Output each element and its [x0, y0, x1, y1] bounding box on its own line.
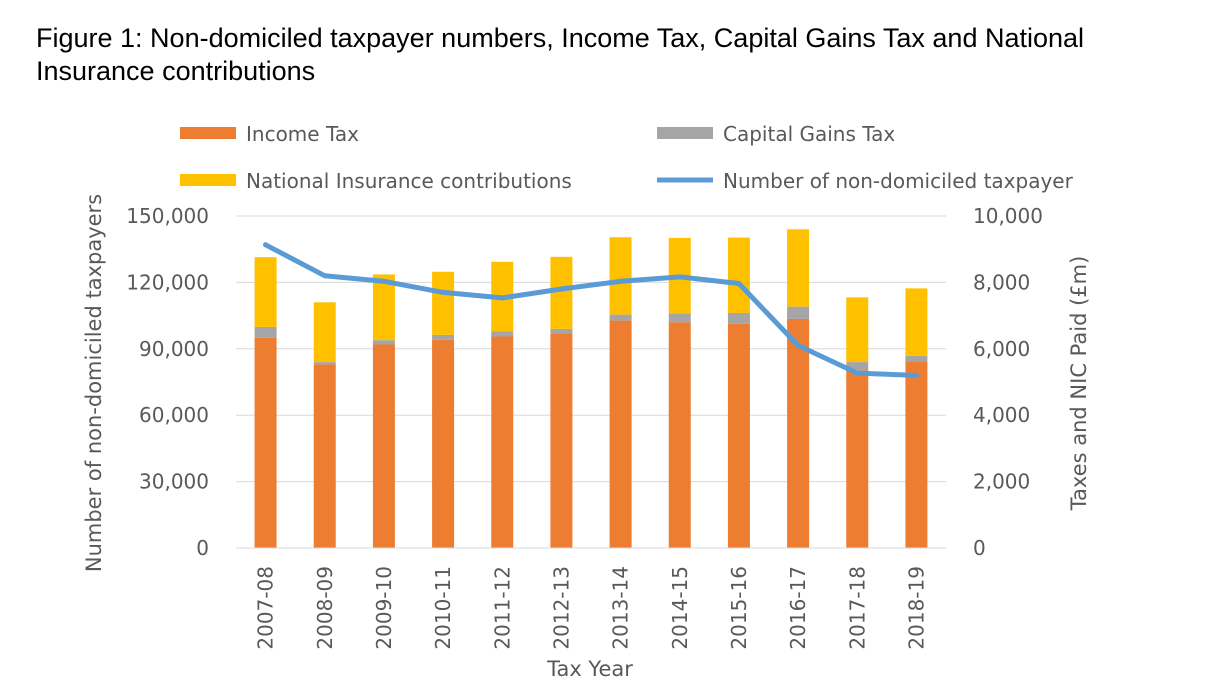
x-tick-label: 2007-08: [254, 566, 278, 650]
y-tick-left: 120,000: [126, 270, 209, 294]
bar-income-tax: [905, 361, 928, 548]
bar-capital-gains-tax: [254, 326, 277, 338]
bar-income-tax: [432, 339, 455, 548]
legend-swatch-nic: [180, 174, 236, 186]
x-axis-title: Tax Year: [546, 657, 633, 681]
line-point: [440, 289, 446, 295]
line-point: [913, 372, 919, 378]
x-tick-label: 2008-09: [313, 566, 337, 650]
y-tick-right: 4,000: [973, 403, 1030, 427]
y-tick-left: 90,000: [139, 337, 209, 361]
line-point: [795, 342, 801, 348]
line-point: [618, 278, 624, 284]
y-tick-right: 2,000: [973, 470, 1030, 494]
x-tick-label: 2016-17: [786, 566, 810, 650]
legend-label-nic: National Insurance contributions: [246, 169, 572, 193]
bar-income-tax: [787, 318, 810, 548]
line-point: [854, 370, 860, 376]
bar-capital-gains-tax: [787, 306, 810, 319]
x-tick-label: 2018-19: [904, 566, 928, 650]
bar-nic: [254, 257, 277, 327]
bar-capital-gains-tax: [550, 328, 573, 334]
legend-label-taxpayers: Number of non-domiciled taxpayer: [723, 169, 1074, 193]
y-tick-left: 60,000: [139, 403, 209, 427]
gridlines: [236, 215, 946, 549]
bar-nic: [846, 297, 869, 363]
bar-income-tax: [727, 323, 750, 548]
x-tick-label: 2015-16: [727, 566, 751, 650]
y-tick-right: 6,000: [973, 337, 1030, 361]
bar-capital-gains-tax: [846, 362, 869, 371]
bar-income-tax: [550, 333, 573, 548]
x-tick-label: 2013-14: [609, 566, 633, 650]
line-point: [677, 274, 683, 280]
bar-capital-gains-tax: [668, 313, 691, 323]
bar-nic: [313, 302, 336, 363]
legend-swatch-income-tax: [180, 127, 236, 139]
x-tick-label: 2010-11: [431, 566, 455, 650]
x-axis: 2007-08 2008-09 2009-10 2010-11 2011-12 2012-…: [236, 547, 946, 650]
y-tick-right: 8,000: [973, 270, 1030, 294]
x-tick-label: 2011-12: [490, 566, 514, 650]
bar-nic: [372, 274, 395, 341]
y-tick-right: 10,000: [973, 204, 1043, 228]
line-point: [558, 286, 564, 292]
bar-nic: [609, 237, 632, 315]
x-tick-label: 2012-13: [549, 566, 573, 650]
line-point: [381, 278, 387, 284]
bar-nic: [787, 229, 810, 307]
line-taxpayers: [263, 242, 919, 378]
line-point: [322, 273, 328, 279]
bar-nic: [432, 271, 455, 335]
bar-nic: [550, 256, 573, 329]
bars: [254, 229, 928, 548]
legend: Income Tax Capital Gains Tax National In…: [180, 122, 1074, 193]
bar-income-tax: [668, 322, 691, 548]
bar-capital-gains-tax: [313, 362, 336, 365]
x-tick-label: 2017-18: [845, 566, 869, 650]
bar-income-tax: [491, 336, 514, 548]
x-tick-label: 2014-15: [668, 566, 692, 650]
bar-income-tax: [254, 337, 277, 548]
bar-income-tax: [609, 320, 632, 548]
figure-title: Figure 1: Non-domiciled taxpayer numbers…: [36, 23, 1085, 86]
line-point: [736, 281, 742, 287]
x-tick-label: 2009-10: [372, 566, 396, 650]
line-point: [499, 295, 505, 301]
bar-capital-gains-tax: [432, 334, 455, 340]
y-axis-right-title: Taxes and NIC Paid (£m): [1067, 256, 1091, 512]
bar-capital-gains-tax: [491, 331, 514, 337]
legend-label-capital-gains-tax: Capital Gains Tax: [723, 122, 895, 146]
y-axis-right: 0 2,000 4,000 6,000 8,000 10,000: [973, 204, 1043, 560]
legend-swatch-capital-gains-tax: [657, 127, 713, 139]
y-tick-left: 0: [196, 536, 209, 560]
y-tick-left: 30,000: [139, 470, 209, 494]
bar-capital-gains-tax: [905, 355, 928, 362]
bar-nic: [905, 288, 928, 356]
bar-capital-gains-tax: [609, 314, 632, 321]
y-axis-left: 0 30,000 60,000 90,000 120,000 150,000: [126, 204, 209, 560]
y-tick-right: 0: [973, 536, 986, 560]
taxpayer-line: [263, 242, 919, 378]
bar-capital-gains-tax: [372, 340, 395, 345]
legend-label-income-tax: Income Tax: [246, 122, 359, 146]
bar-income-tax: [372, 344, 395, 548]
bar-income-tax: [846, 370, 869, 548]
y-tick-left: 150,000: [126, 204, 209, 228]
bar-nic: [727, 237, 750, 313]
bar-capital-gains-tax: [727, 312, 750, 324]
y-axis-left-title: Number of non-domiciled taxpayers: [82, 194, 106, 572]
bar-income-tax: [313, 364, 336, 548]
line-point: [263, 242, 269, 248]
